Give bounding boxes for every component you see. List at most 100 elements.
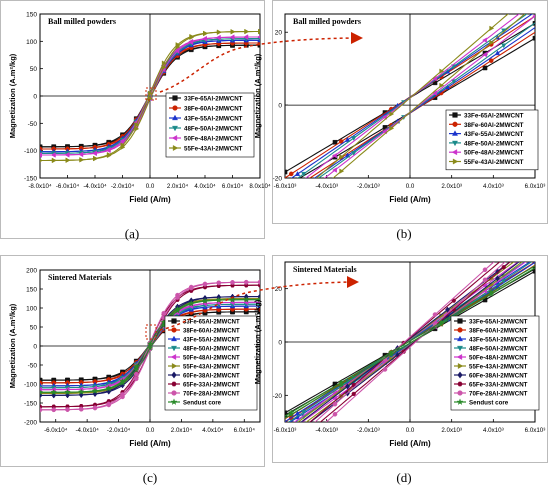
legend: 33Fe-65Al-2MWCNT 38Fe-60Al-2MWCNT 43Fe-55A…: [450, 315, 540, 411]
series-marker: [78, 151, 84, 158]
series-marker: [202, 36, 207, 42]
series-group: [40, 279, 260, 413]
series-marker: [105, 385, 112, 392]
legend-entry: 33Fe-65Al-2MWCNT: [183, 320, 240, 326]
legend-box: [450, 315, 540, 411]
series-line: [309, 262, 520, 422]
series-marker: [133, 376, 139, 382]
y-tick-label: 50: [30, 325, 38, 332]
series-marker: [50, 152, 56, 158]
series-line: [300, 262, 511, 422]
chart-panel-a: Ball milled powders -8.0x10⁴ -6.0x10⁴ -4.0x…: [8, 12, 271, 205]
series-marker: [285, 169, 288, 175]
series-group: [285, 233, 537, 422]
legend-entry: 60Fe-38Al-2MWCNT: [183, 374, 240, 380]
panel-label-c: (c): [143, 470, 157, 485]
series-marker: [494, 50, 501, 56]
legend-swatch-marker: [457, 345, 463, 352]
y-tick-label: 0: [33, 344, 37, 351]
y-tick-label: 0: [278, 340, 282, 347]
x-tick-label: -2.0x10⁴: [111, 183, 135, 190]
series-marker: [345, 383, 350, 390]
series-marker: [134, 122, 140, 128]
x-axis-label: Field (A/m): [129, 439, 171, 448]
series-marker: [230, 280, 235, 285]
legend-swatch-marker: [456, 354, 463, 360]
zoom-arrow-top: [159, 32, 363, 93]
panel-c-frame: [0, 255, 265, 467]
x-tick-label: -8.0x10⁴: [28, 183, 52, 190]
series-marker: [288, 411, 295, 418]
series-marker: [382, 367, 388, 372]
panel-label-a: (a): [125, 226, 139, 241]
chart-title: Ball milled powders: [293, 17, 361, 26]
series-marker: [175, 295, 180, 300]
series-marker: [294, 171, 301, 176]
legend-entry: 55Fe-43Al-2MWCNT: [464, 159, 524, 166]
series-marker: [161, 60, 167, 66]
x-tick-label: -2.0x10³: [357, 427, 380, 434]
series-marker: [106, 402, 112, 408]
series-marker: [257, 306, 260, 312]
x-axis-label: Field (A/m): [129, 195, 171, 204]
series-marker: [243, 279, 249, 285]
x-tick-label: 0.0: [406, 427, 415, 434]
legend-entry: 48Fe-50Al-2MWCNT: [184, 126, 243, 133]
series-marker: [174, 48, 180, 54]
legend-entry: Sendust core: [469, 400, 509, 407]
x-tick-label: 4.0x10⁴: [202, 427, 224, 434]
y-axis-label: Magnetization (A.m²/kg): [253, 53, 262, 138]
x-tick-label: 0.0: [146, 427, 155, 434]
legend-swatch-marker: [457, 318, 463, 324]
series-group: [40, 28, 260, 164]
y-tick-label: -50: [28, 363, 38, 370]
legend-swatch-marker: [171, 363, 178, 369]
legend-entry: 60Fe-38Al-2MWCNT: [469, 373, 528, 380]
series-marker: [339, 168, 345, 174]
series-marker: [93, 156, 98, 162]
series-marker: [332, 401, 338, 407]
y-tick-label: -150: [24, 401, 37, 408]
series-marker: [290, 197, 294, 202]
legend-swatch-marker: [457, 381, 463, 387]
legend-swatch-marker: [172, 105, 178, 111]
series-marker: [40, 158, 43, 163]
series-marker: [120, 394, 125, 400]
series-marker: [489, 25, 495, 31]
series-marker: [301, 409, 307, 415]
series-marker: [64, 388, 71, 395]
series-marker: [401, 349, 407, 354]
series-marker: [215, 296, 222, 303]
legend: 33Fe-65Al-2MWCNT 38Fe-60Al-2MWCNT 43Fe-55A…: [164, 315, 258, 411]
y-tick-label: -20: [273, 176, 283, 183]
series-marker: [65, 380, 70, 386]
chart-panel-d: Sintered Materials -6.0x10³ -4.0x10³ -2.0x1…: [253, 233, 545, 448]
x-tick-label: -6.0x10³: [274, 427, 297, 434]
legend-swatch-marker: [452, 140, 458, 147]
chart-title: Sintered Materials: [48, 273, 112, 282]
series-marker: [216, 280, 222, 286]
series-marker: [282, 192, 286, 197]
legend-entry: 33Fe-65Al-2MWCNT: [464, 113, 524, 120]
legend-entry: 65Fe-33Al-2MWCNT: [469, 382, 528, 389]
legend-entry: 48Fe-50Al-2MWCNT: [183, 347, 240, 353]
x-tick-label: 6.0x10⁴: [222, 183, 244, 190]
legend-entry: 65Fe-33Al-2MWCNT: [183, 383, 240, 389]
series-line: [332, 14, 526, 178]
series-marker: [301, 171, 307, 177]
series-marker: [133, 366, 140, 373]
series-marker: [432, 312, 438, 317]
series-marker: [501, 278, 507, 284]
x-tick-label: -4.0x10³: [315, 427, 338, 434]
legend-swatch-marker: [170, 398, 178, 406]
series-marker: [174, 307, 181, 314]
series-marker: [188, 39, 194, 45]
zoom-region-box: [145, 324, 157, 340]
series-marker: [533, 233, 537, 237]
x-tick-label: -4.0x10³: [315, 183, 338, 190]
series-marker: [134, 126, 140, 132]
series-marker: [282, 206, 286, 211]
x-tick-label: -2.0x10³: [357, 183, 380, 190]
x-axis-label: Field (A/m): [389, 439, 431, 448]
